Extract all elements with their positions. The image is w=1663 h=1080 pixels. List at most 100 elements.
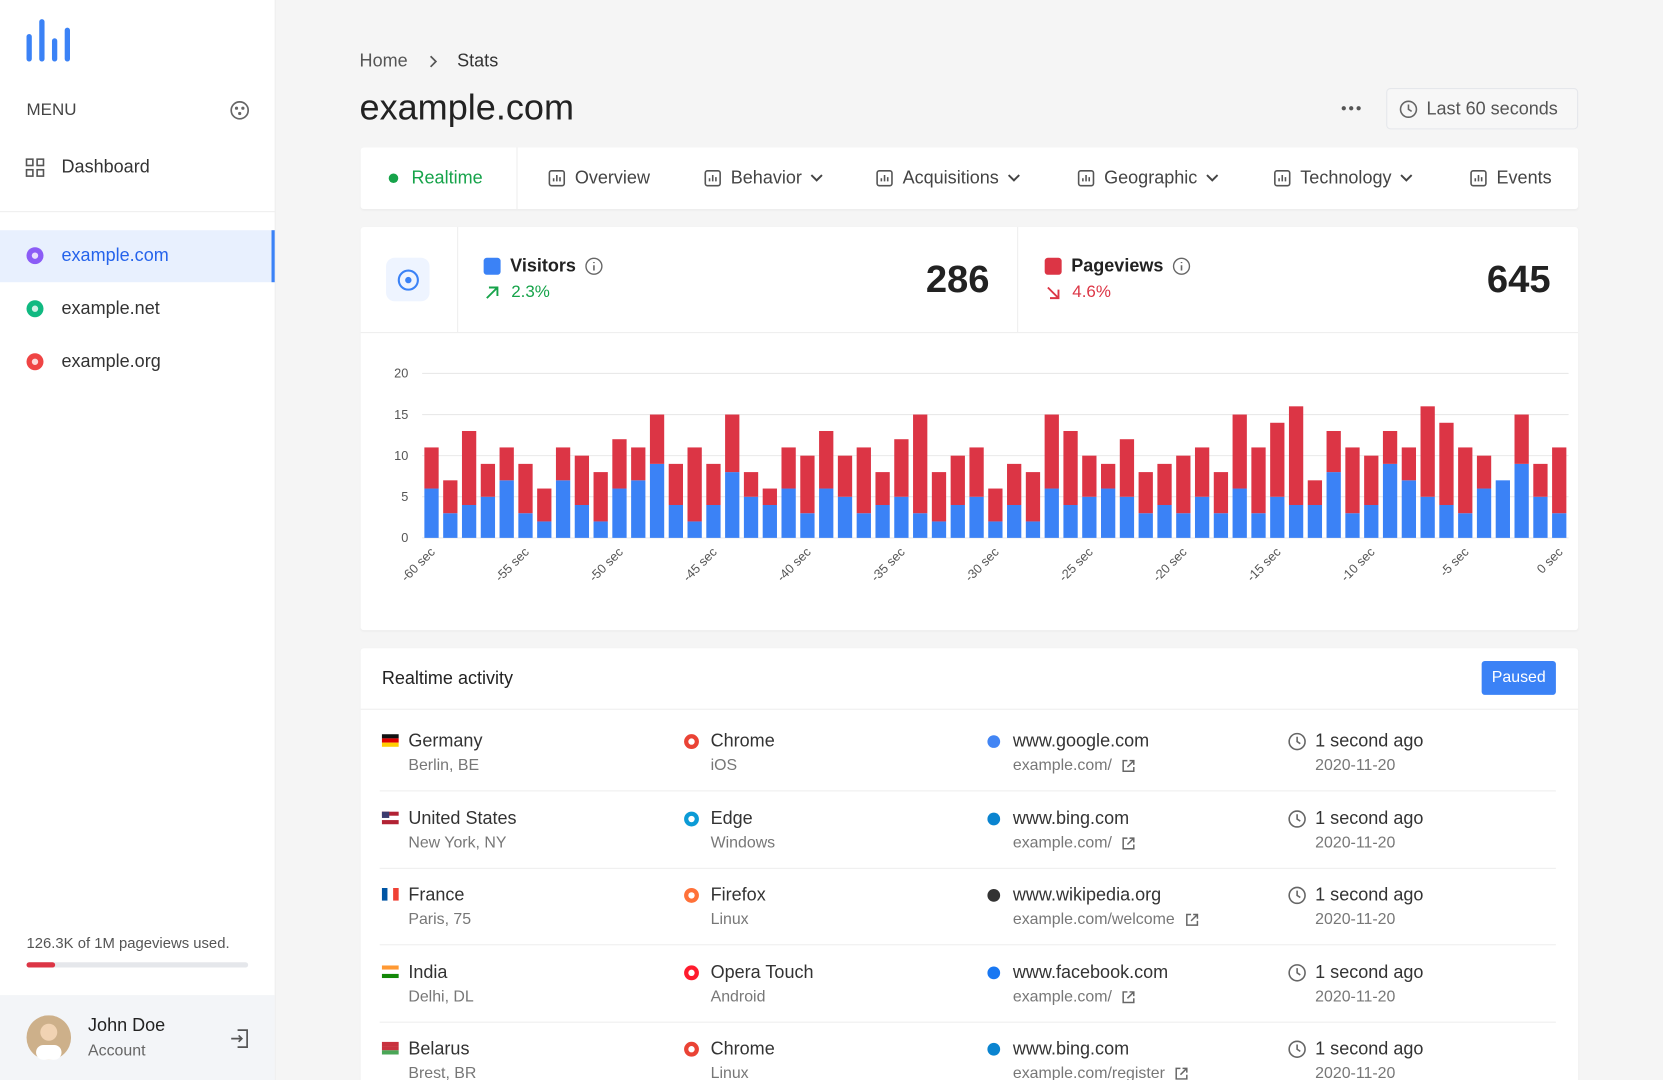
row-page-wrap[interactable]: example.com/: [1013, 756, 1136, 775]
referrer-icon: [987, 735, 1001, 748]
breadcrumb-sep: [430, 55, 438, 68]
bar: [668, 504, 683, 538]
bar: [875, 472, 890, 505]
browser-icon: [684, 1041, 699, 1057]
bar: [1552, 513, 1567, 538]
row-city: New York, NY: [408, 833, 507, 852]
tab-icon-part: [708, 175, 717, 182]
x-tick-label: -55 sec: [492, 544, 533, 585]
row-os: iOS: [710, 756, 738, 775]
referrer-icon-part: [987, 965, 1001, 979]
tab[interactable]: Overview: [547, 147, 650, 209]
site-item[interactable]: example.net: [61, 297, 160, 319]
site-item[interactable]: example.com: [61, 244, 169, 266]
bar: [1364, 504, 1379, 538]
tab[interactable]: Behavior: [703, 147, 823, 209]
tab[interactable]: Acquisitions: [875, 147, 1020, 209]
bar: [1101, 488, 1116, 538]
flag-icon-part: [381, 811, 390, 818]
nav-item[interactable]: Dashboard: [61, 156, 150, 177]
x-tick-label: -20 sec: [1150, 544, 1191, 585]
bar: [1495, 480, 1510, 538]
browser-icon-part: [688, 738, 695, 745]
target-icon-part: [405, 276, 412, 284]
bar: [499, 480, 514, 538]
bar: [1119, 496, 1135, 538]
external-link-icon-part: [1185, 913, 1198, 926]
bar: [1194, 447, 1210, 497]
bar: [875, 504, 890, 538]
flag-icon-part: [381, 1046, 399, 1051]
sidebar: MENU Dashboard example.com example.net examp…: [0, 0, 276, 1080]
tab[interactable]: Technology: [1273, 147, 1413, 209]
row-page-wrap[interactable]: example.com/welcome: [1013, 910, 1199, 929]
referrer-icon-part: [987, 812, 1001, 825]
tab[interactable]: Geographic: [1077, 147, 1219, 209]
bar: [593, 521, 608, 538]
bar: [631, 447, 646, 481]
trend-arrow-part: [1047, 286, 1060, 300]
row-page-wrap[interactable]: example.com/: [1013, 987, 1136, 1006]
bar: [1232, 488, 1247, 538]
breadcrumb-item: Stats: [457, 50, 499, 71]
more-button[interactable]: [1341, 105, 1362, 111]
bar: [931, 521, 947, 538]
avatar-part: [36, 1044, 62, 1060]
clock-icon-part: [1288, 963, 1306, 982]
bar: [1007, 504, 1022, 538]
bar: [687, 521, 702, 538]
bar: [856, 447, 871, 514]
nav-icon: [25, 158, 45, 177]
bar: [762, 504, 777, 538]
row-page: example.com/: [1012, 833, 1112, 852]
tab[interactable]: Realtime: [388, 147, 483, 209]
bar: [988, 521, 1003, 538]
bar: [1533, 496, 1548, 538]
bar: [894, 439, 909, 497]
external-link-icon: [1122, 836, 1135, 849]
activity-title: Realtime activity: [381, 668, 514, 689]
tab-icon-part: [1082, 175, 1091, 182]
bar: [1138, 472, 1153, 514]
row-page-wrap[interactable]: example.com/: [1013, 833, 1136, 852]
bar: [1514, 463, 1529, 538]
logo-part: [64, 27, 70, 62]
breadcrumb-item[interactable]: Home: [359, 50, 408, 71]
user-role: Account: [88, 1041, 146, 1060]
tab-label: Technology: [1300, 167, 1392, 188]
pause-button[interactable]: Paused: [1481, 660, 1556, 695]
x-tick-label: -15 sec: [1244, 544, 1285, 585]
avatar-part: [40, 1023, 58, 1041]
external-link-icon-part: [1122, 990, 1135, 1003]
bar: [931, 472, 947, 522]
flag-icon-part: [381, 887, 388, 901]
bar: [743, 472, 759, 497]
usage-track: [26, 962, 249, 968]
live-dot: [388, 173, 399, 184]
bar: [555, 447, 571, 481]
range-label: Last 60 seconds: [1426, 98, 1558, 119]
tab[interactable]: Events: [1469, 147, 1552, 209]
tab-chevron: [1400, 174, 1413, 182]
bar: [1401, 447, 1417, 481]
bar: [1101, 463, 1116, 489]
flag-icon: [381, 887, 399, 901]
range-button[interactable]: Last 60 seconds: [1386, 88, 1579, 130]
trend-arrow-part: [486, 286, 499, 299]
tab-icon-part: [1470, 170, 1487, 187]
tab-icon: [1077, 170, 1095, 187]
x-tick-label: -35 sec: [868, 544, 909, 585]
row-referrer: www.wikipedia.org: [1012, 884, 1162, 905]
row-page-wrap[interactable]: example.com/register: [1013, 1064, 1189, 1080]
row-country: Germany: [408, 730, 483, 751]
tab-chevron-part: [1007, 174, 1020, 182]
activity-divider: [360, 708, 1579, 710]
row-date: 2020-11-20: [1315, 756, 1396, 775]
tab-icon: [876, 170, 893, 187]
bar: [1420, 496, 1435, 538]
usage-text: 126.3K of 1M pageviews used.: [26, 934, 230, 952]
bar: [1476, 488, 1492, 538]
bar: [950, 504, 965, 538]
site-item[interactable]: example.org: [61, 350, 161, 372]
